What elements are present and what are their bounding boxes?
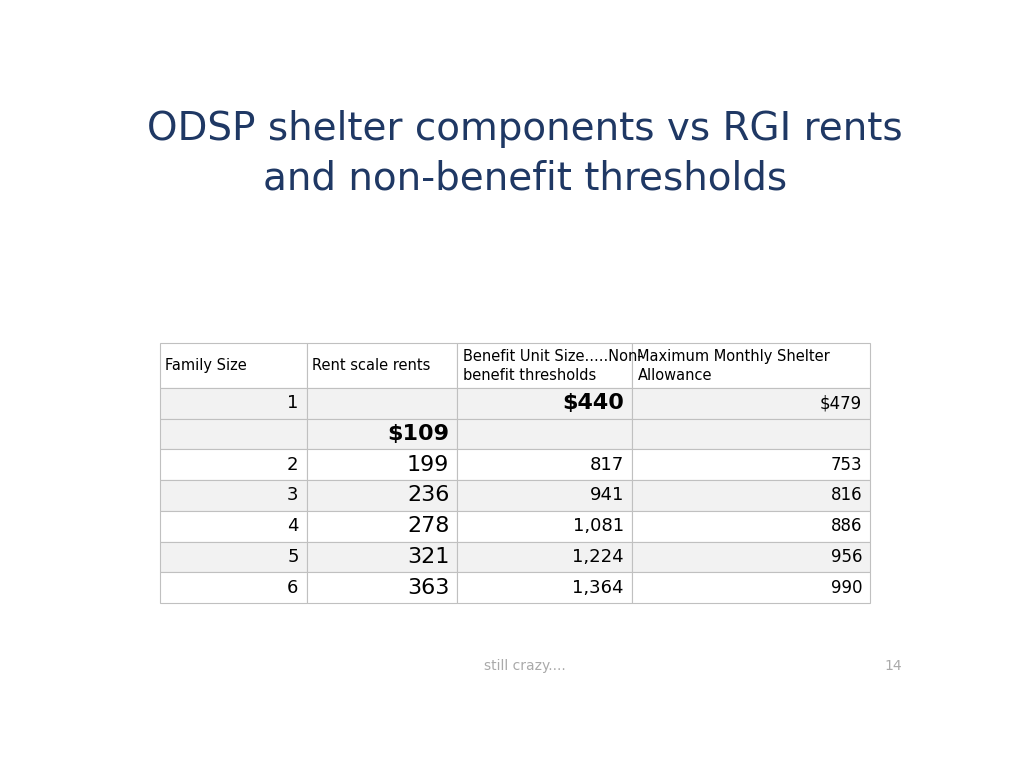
Bar (632, 480, 870, 511)
Text: Family Size: Family Size (165, 358, 247, 373)
Text: 816: 816 (830, 486, 862, 505)
Text: 1,364: 1,364 (572, 579, 624, 597)
Bar (306, 419, 458, 449)
Bar (306, 480, 458, 511)
Bar (160, 480, 306, 511)
Bar (306, 449, 458, 480)
Bar (632, 343, 870, 388)
Text: 3: 3 (287, 486, 299, 505)
Bar (160, 541, 306, 572)
Text: 321: 321 (407, 547, 450, 567)
Bar (632, 449, 870, 480)
Bar (306, 388, 458, 419)
Bar (306, 511, 458, 541)
Bar (160, 511, 306, 541)
Text: 1,081: 1,081 (572, 517, 624, 535)
Text: 941: 941 (590, 486, 624, 505)
Bar (632, 511, 870, 541)
Text: Maximum Monthly Shelter
Allowance: Maximum Monthly Shelter Allowance (638, 349, 830, 382)
Text: 753: 753 (830, 455, 862, 474)
Text: 817: 817 (590, 455, 624, 474)
Bar (160, 419, 306, 449)
Text: still crazy....: still crazy.... (484, 659, 565, 673)
Bar (458, 343, 632, 388)
Bar (306, 541, 458, 572)
Text: 236: 236 (407, 485, 450, 505)
Bar (306, 572, 458, 603)
Text: 1: 1 (288, 394, 299, 412)
Text: Benefit Unit Size.....Non-
benefit thresholds: Benefit Unit Size.....Non- benefit thres… (463, 349, 643, 382)
Bar (458, 480, 632, 511)
Text: $440: $440 (562, 393, 624, 413)
Text: 6: 6 (288, 579, 299, 597)
Text: 5: 5 (287, 548, 299, 566)
Bar (458, 511, 632, 541)
Bar (160, 343, 306, 388)
Bar (306, 343, 458, 388)
Text: 4: 4 (287, 517, 299, 535)
Text: $109: $109 (387, 424, 450, 444)
Text: 956: 956 (830, 548, 862, 566)
Bar (632, 572, 870, 603)
Bar (458, 419, 632, 449)
Text: $479: $479 (820, 394, 862, 412)
Bar (160, 572, 306, 603)
Bar (458, 541, 632, 572)
Text: 14: 14 (884, 659, 902, 673)
Bar (632, 419, 870, 449)
Bar (458, 572, 632, 603)
Text: ODSP shelter components vs RGI rents
and non-benefit thresholds: ODSP shelter components vs RGI rents and… (147, 110, 902, 198)
Text: 363: 363 (407, 578, 450, 598)
Text: 886: 886 (830, 517, 862, 535)
Bar (458, 388, 632, 419)
Bar (632, 388, 870, 419)
Text: 278: 278 (407, 516, 450, 536)
Bar (632, 541, 870, 572)
Text: 199: 199 (407, 455, 450, 475)
Bar (160, 449, 306, 480)
Text: 990: 990 (830, 579, 862, 597)
Text: 2: 2 (287, 455, 299, 474)
Bar (160, 388, 306, 419)
Text: Rent scale rents: Rent scale rents (312, 358, 430, 373)
Text: 1,224: 1,224 (572, 548, 624, 566)
Bar (458, 449, 632, 480)
